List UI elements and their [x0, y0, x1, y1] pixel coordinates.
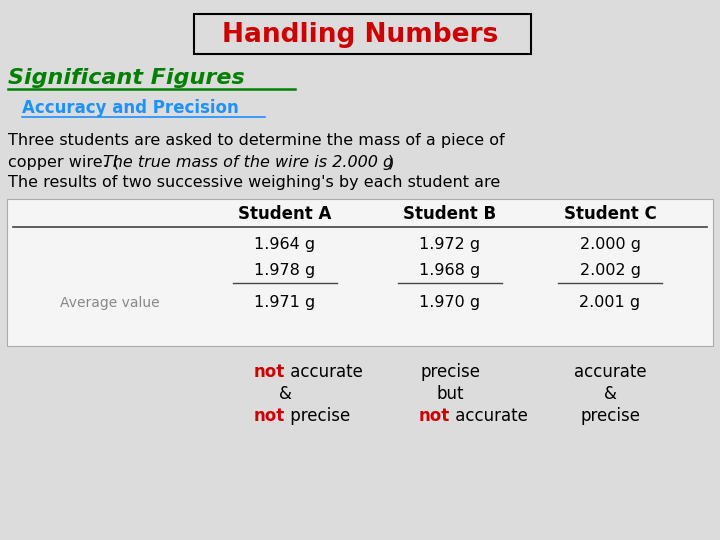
- FancyBboxPatch shape: [194, 14, 531, 54]
- Text: not: not: [253, 363, 285, 381]
- Text: accurate: accurate: [574, 363, 647, 381]
- Text: Handling Numbers: Handling Numbers: [222, 22, 498, 48]
- Text: 1.971 g: 1.971 g: [254, 295, 315, 310]
- Text: Three students are asked to determine the mass of a piece of: Three students are asked to determine th…: [8, 132, 505, 147]
- Text: 1.978 g: 1.978 g: [254, 262, 315, 278]
- Text: &: &: [279, 385, 292, 403]
- Text: Student B: Student B: [403, 205, 497, 223]
- Text: not: not: [253, 407, 285, 425]
- Text: 1.972 g: 1.972 g: [420, 237, 480, 252]
- Text: precise: precise: [580, 407, 640, 425]
- Text: &: &: [603, 385, 616, 403]
- Text: ): ): [388, 154, 395, 170]
- Text: accurate: accurate: [450, 407, 528, 425]
- Text: Accuracy and Precision: Accuracy and Precision: [22, 99, 239, 117]
- Text: 2.000 g: 2.000 g: [580, 237, 641, 252]
- Text: Student A: Student A: [238, 205, 332, 223]
- Text: 2.001 g: 2.001 g: [580, 295, 641, 310]
- Text: Average value: Average value: [60, 296, 160, 310]
- Text: The true mass of the wire is 2.000 g: The true mass of the wire is 2.000 g: [103, 154, 393, 170]
- Text: 2.002 g: 2.002 g: [580, 262, 641, 278]
- Text: accurate: accurate: [285, 363, 363, 381]
- Text: The results of two successive weighing's by each student are: The results of two successive weighing's…: [8, 174, 500, 190]
- Text: Student C: Student C: [564, 205, 657, 223]
- Text: but: but: [436, 385, 464, 403]
- Text: Significant Figures: Significant Figures: [8, 68, 245, 88]
- Text: 1.964 g: 1.964 g: [254, 237, 315, 252]
- Text: copper wire. (: copper wire. (: [8, 154, 119, 170]
- Text: not: not: [419, 407, 450, 425]
- Text: precise: precise: [285, 407, 350, 425]
- Text: 1.970 g: 1.970 g: [420, 295, 480, 310]
- Text: 1.968 g: 1.968 g: [419, 262, 481, 278]
- Text: precise: precise: [420, 363, 480, 381]
- FancyBboxPatch shape: [7, 199, 713, 346]
